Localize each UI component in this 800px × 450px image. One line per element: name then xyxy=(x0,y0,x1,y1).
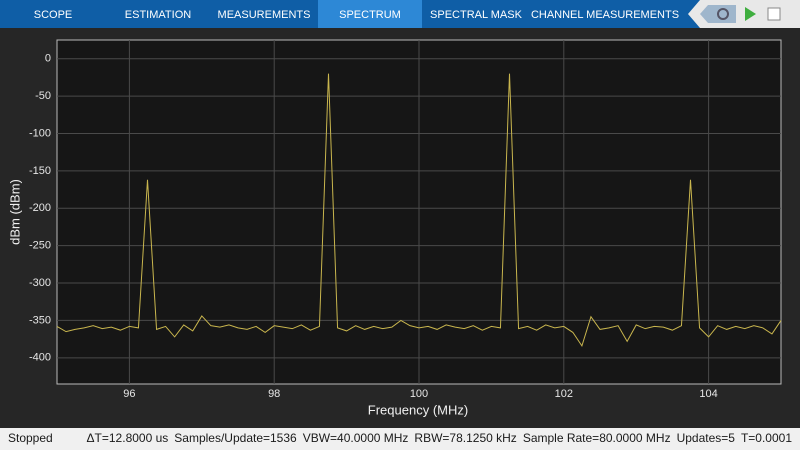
status-field: Samples/Update=1536 xyxy=(174,431,297,445)
spectrum-line xyxy=(56,73,782,348)
y-tick-label: -50 xyxy=(35,90,51,102)
y-tick-label: -250 xyxy=(29,240,51,252)
status-state: Stopped xyxy=(8,431,53,445)
x-axis-label: Frequency (MHz) xyxy=(368,402,468,417)
tab[interactable]: SPECTRUM xyxy=(339,9,401,21)
tab[interactable]: MEASUREMENTS xyxy=(218,9,311,21)
settings-icon[interactable] xyxy=(717,8,729,20)
run-button[interactable] xyxy=(745,7,756,21)
x-tick-label: 102 xyxy=(555,388,573,400)
y-tick-label: -350 xyxy=(29,314,51,326)
x-tick-label: 100 xyxy=(410,388,428,400)
y-tick-label: -100 xyxy=(29,127,51,139)
status-field: VBW=40.0000 MHz xyxy=(303,431,409,445)
y-tick-label: 0 xyxy=(45,53,51,65)
status-field: RBW=78.1250 kHz xyxy=(414,431,516,445)
x-tick-label: 96 xyxy=(123,388,135,400)
y-tick-label: -300 xyxy=(29,277,51,289)
tab[interactable]: ESTIMATION xyxy=(125,9,191,21)
status-field: T=0.0001 xyxy=(741,431,792,445)
status-field: Updates=5 xyxy=(677,431,736,445)
stop-button[interactable] xyxy=(767,7,781,21)
x-tick-label: 98 xyxy=(268,388,280,400)
status-field: ΔT=12.8000 us xyxy=(87,431,169,445)
toolbar-tools xyxy=(680,0,800,28)
y-axis-label: dBm (dBm) xyxy=(7,179,22,245)
toolbar-edge xyxy=(680,0,700,28)
tab[interactable]: CHANNEL MEASUREMENTS xyxy=(531,9,679,21)
tab-selected-bg xyxy=(318,0,422,28)
tab[interactable]: SPECTRAL MASK xyxy=(430,9,523,21)
tab[interactable]: SCOPE xyxy=(34,9,73,21)
y-tick-label: -400 xyxy=(29,352,51,364)
y-tick-label: -150 xyxy=(29,165,51,177)
x-tick-label: 104 xyxy=(699,388,717,400)
y-tick-label: -200 xyxy=(29,202,51,214)
status-bar xyxy=(0,428,800,450)
status-field: Sample Rate=80.0000 MHz xyxy=(523,431,671,445)
